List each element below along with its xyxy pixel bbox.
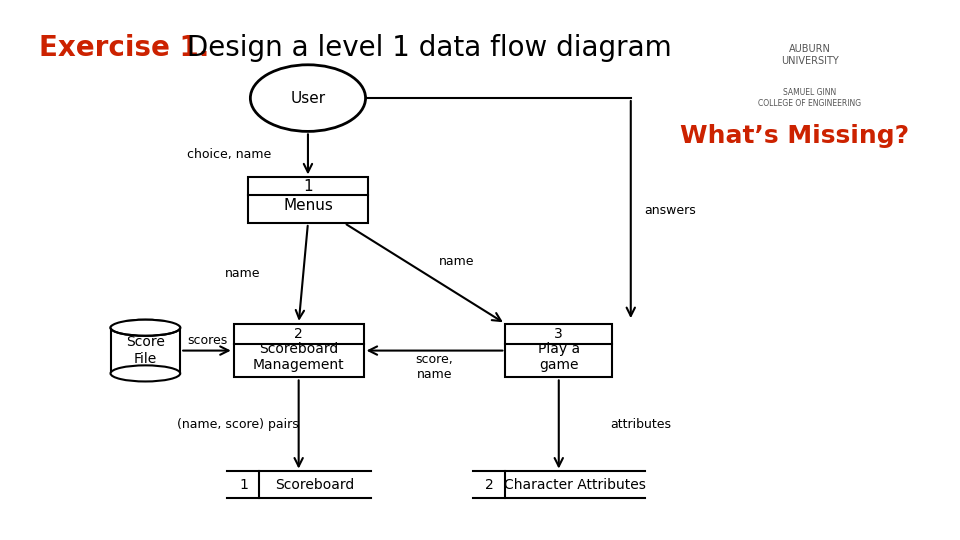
Text: Menus: Menus (283, 198, 333, 213)
Text: User: User (290, 91, 325, 106)
Text: name: name (439, 255, 474, 268)
FancyBboxPatch shape (248, 177, 369, 223)
Bar (110, 328, 180, 374)
Text: answers: answers (645, 205, 696, 218)
Text: AUBURN
UNIVERSITY: AUBURN UNIVERSITY (780, 44, 838, 66)
Text: attributes: attributes (610, 418, 671, 431)
Text: Design a level 1 data flow diagram: Design a level 1 data flow diagram (178, 33, 672, 62)
Text: 2: 2 (295, 327, 303, 341)
Text: Score
File: Score File (126, 335, 165, 366)
Text: Exercise 1.: Exercise 1. (38, 33, 209, 62)
Text: (name, score) pairs: (name, score) pairs (178, 418, 300, 431)
Text: 2: 2 (485, 478, 494, 492)
Text: 1: 1 (239, 478, 248, 492)
Text: choice, name: choice, name (187, 148, 271, 161)
Text: Character Attributes: Character Attributes (504, 478, 646, 492)
Text: What’s Missing?: What’s Missing? (680, 124, 909, 148)
Text: Play a
game: Play a game (538, 342, 580, 372)
Ellipse shape (110, 366, 180, 381)
Text: Scoreboard
Management: Scoreboard Management (252, 342, 345, 372)
Text: name: name (226, 267, 261, 280)
Text: 3: 3 (555, 327, 564, 341)
FancyBboxPatch shape (505, 323, 612, 377)
Text: SAMUEL GINN
COLLEGE OF ENGINEERING: SAMUEL GINN COLLEGE OF ENGINEERING (758, 89, 861, 108)
Ellipse shape (110, 320, 180, 336)
Text: scores: scores (187, 334, 228, 347)
Bar (110, 320, 180, 328)
Text: 1: 1 (303, 179, 313, 193)
FancyBboxPatch shape (233, 323, 364, 377)
Text: Scoreboard: Scoreboard (276, 478, 354, 492)
Text: score,
name: score, name (416, 353, 453, 381)
